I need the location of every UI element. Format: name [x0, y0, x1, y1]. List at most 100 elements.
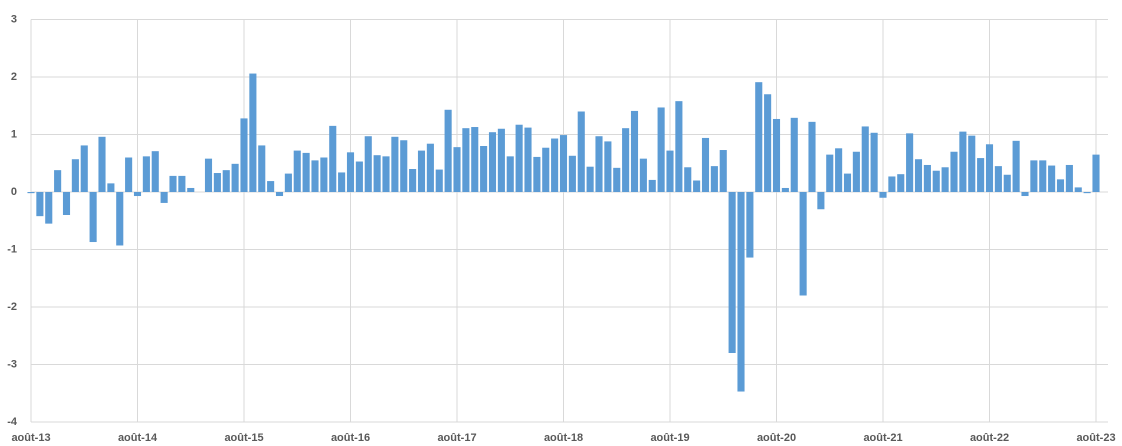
bar	[906, 133, 914, 192]
bar	[116, 192, 124, 246]
bar	[187, 187, 195, 192]
x-tick-label: août-13	[11, 432, 50, 444]
bar	[435, 169, 443, 192]
bar	[497, 128, 505, 192]
bar	[98, 136, 106, 192]
bar	[639, 158, 647, 192]
x-tick-label: août-23	[1076, 432, 1115, 444]
bar	[36, 192, 44, 217]
bar	[781, 187, 789, 192]
bar	[737, 192, 745, 392]
bar	[480, 146, 488, 192]
y-tick-label: -3	[7, 358, 17, 370]
bar	[400, 140, 408, 192]
x-tick-label: août-20	[757, 432, 796, 444]
x-tick-label: août-17	[437, 432, 476, 444]
bar	[622, 128, 630, 192]
y-tick-label: 2	[11, 71, 17, 83]
bar	[755, 82, 763, 192]
x-tick-label: août-15	[224, 432, 263, 444]
bar	[941, 167, 949, 192]
y-tick-label: 1	[11, 128, 17, 140]
bar	[613, 167, 621, 192]
bar	[80, 145, 88, 192]
bar	[240, 118, 248, 192]
y-tick-label: 0	[11, 186, 17, 198]
bar	[559, 135, 568, 192]
bar	[409, 169, 417, 192]
bar	[133, 192, 142, 197]
bar	[293, 150, 301, 192]
bar	[1012, 140, 1020, 192]
bar	[506, 156, 514, 192]
bar	[222, 170, 230, 192]
bar	[595, 136, 603, 192]
bar	[719, 150, 727, 192]
bar	[533, 156, 541, 192]
bar	[710, 166, 718, 192]
bar	[302, 152, 310, 192]
bar	[311, 160, 319, 192]
bar	[604, 141, 612, 192]
bar	[648, 179, 656, 192]
bar	[1065, 164, 1073, 192]
bar	[932, 170, 940, 192]
bar	[329, 125, 337, 192]
y-tick-label: -1	[7, 243, 17, 255]
bar	[577, 111, 585, 192]
bar	[693, 180, 701, 192]
bar	[551, 138, 559, 192]
bar	[764, 94, 772, 192]
bar	[870, 132, 878, 192]
bar	[355, 161, 363, 192]
bar	[879, 192, 887, 198]
bar	[675, 101, 683, 192]
bar	[1003, 174, 1011, 192]
bar	[817, 192, 825, 210]
bar	[684, 167, 692, 192]
bar	[524, 127, 532, 192]
y-tick-label: -2	[7, 301, 17, 313]
bar	[701, 137, 710, 192]
y-tick-label: 3	[11, 13, 17, 25]
bar	[852, 151, 860, 192]
bar	[914, 159, 923, 192]
bar	[27, 192, 35, 194]
bar	[985, 144, 994, 192]
bar	[790, 117, 798, 192]
bar	[462, 128, 470, 192]
bar	[1048, 165, 1056, 192]
bar	[728, 192, 736, 353]
bar	[373, 155, 381, 192]
bar	[320, 157, 328, 192]
bar	[568, 155, 576, 192]
bar	[54, 170, 62, 192]
bar	[453, 147, 461, 192]
bar	[426, 143, 434, 192]
bar	[826, 154, 834, 192]
bar	[923, 164, 931, 192]
bar	[488, 132, 497, 192]
bar	[151, 151, 159, 192]
bar	[772, 118, 781, 192]
bar	[994, 166, 1002, 192]
bar	[338, 172, 346, 192]
bar	[959, 131, 967, 192]
bar	[346, 152, 355, 192]
bar	[160, 192, 168, 203]
bar	[542, 147, 550, 192]
bar	[169, 175, 177, 192]
bar	[107, 183, 115, 192]
bar	[213, 173, 221, 192]
bar	[1021, 192, 1029, 197]
bar	[666, 150, 674, 192]
x-tick-label: août-16	[331, 432, 370, 444]
bar	[71, 159, 79, 192]
bar	[630, 110, 639, 192]
bar	[657, 107, 665, 192]
bar	[950, 151, 958, 192]
bar	[125, 157, 133, 192]
y-tick-label: -4	[7, 416, 18, 428]
bar	[1056, 179, 1065, 192]
